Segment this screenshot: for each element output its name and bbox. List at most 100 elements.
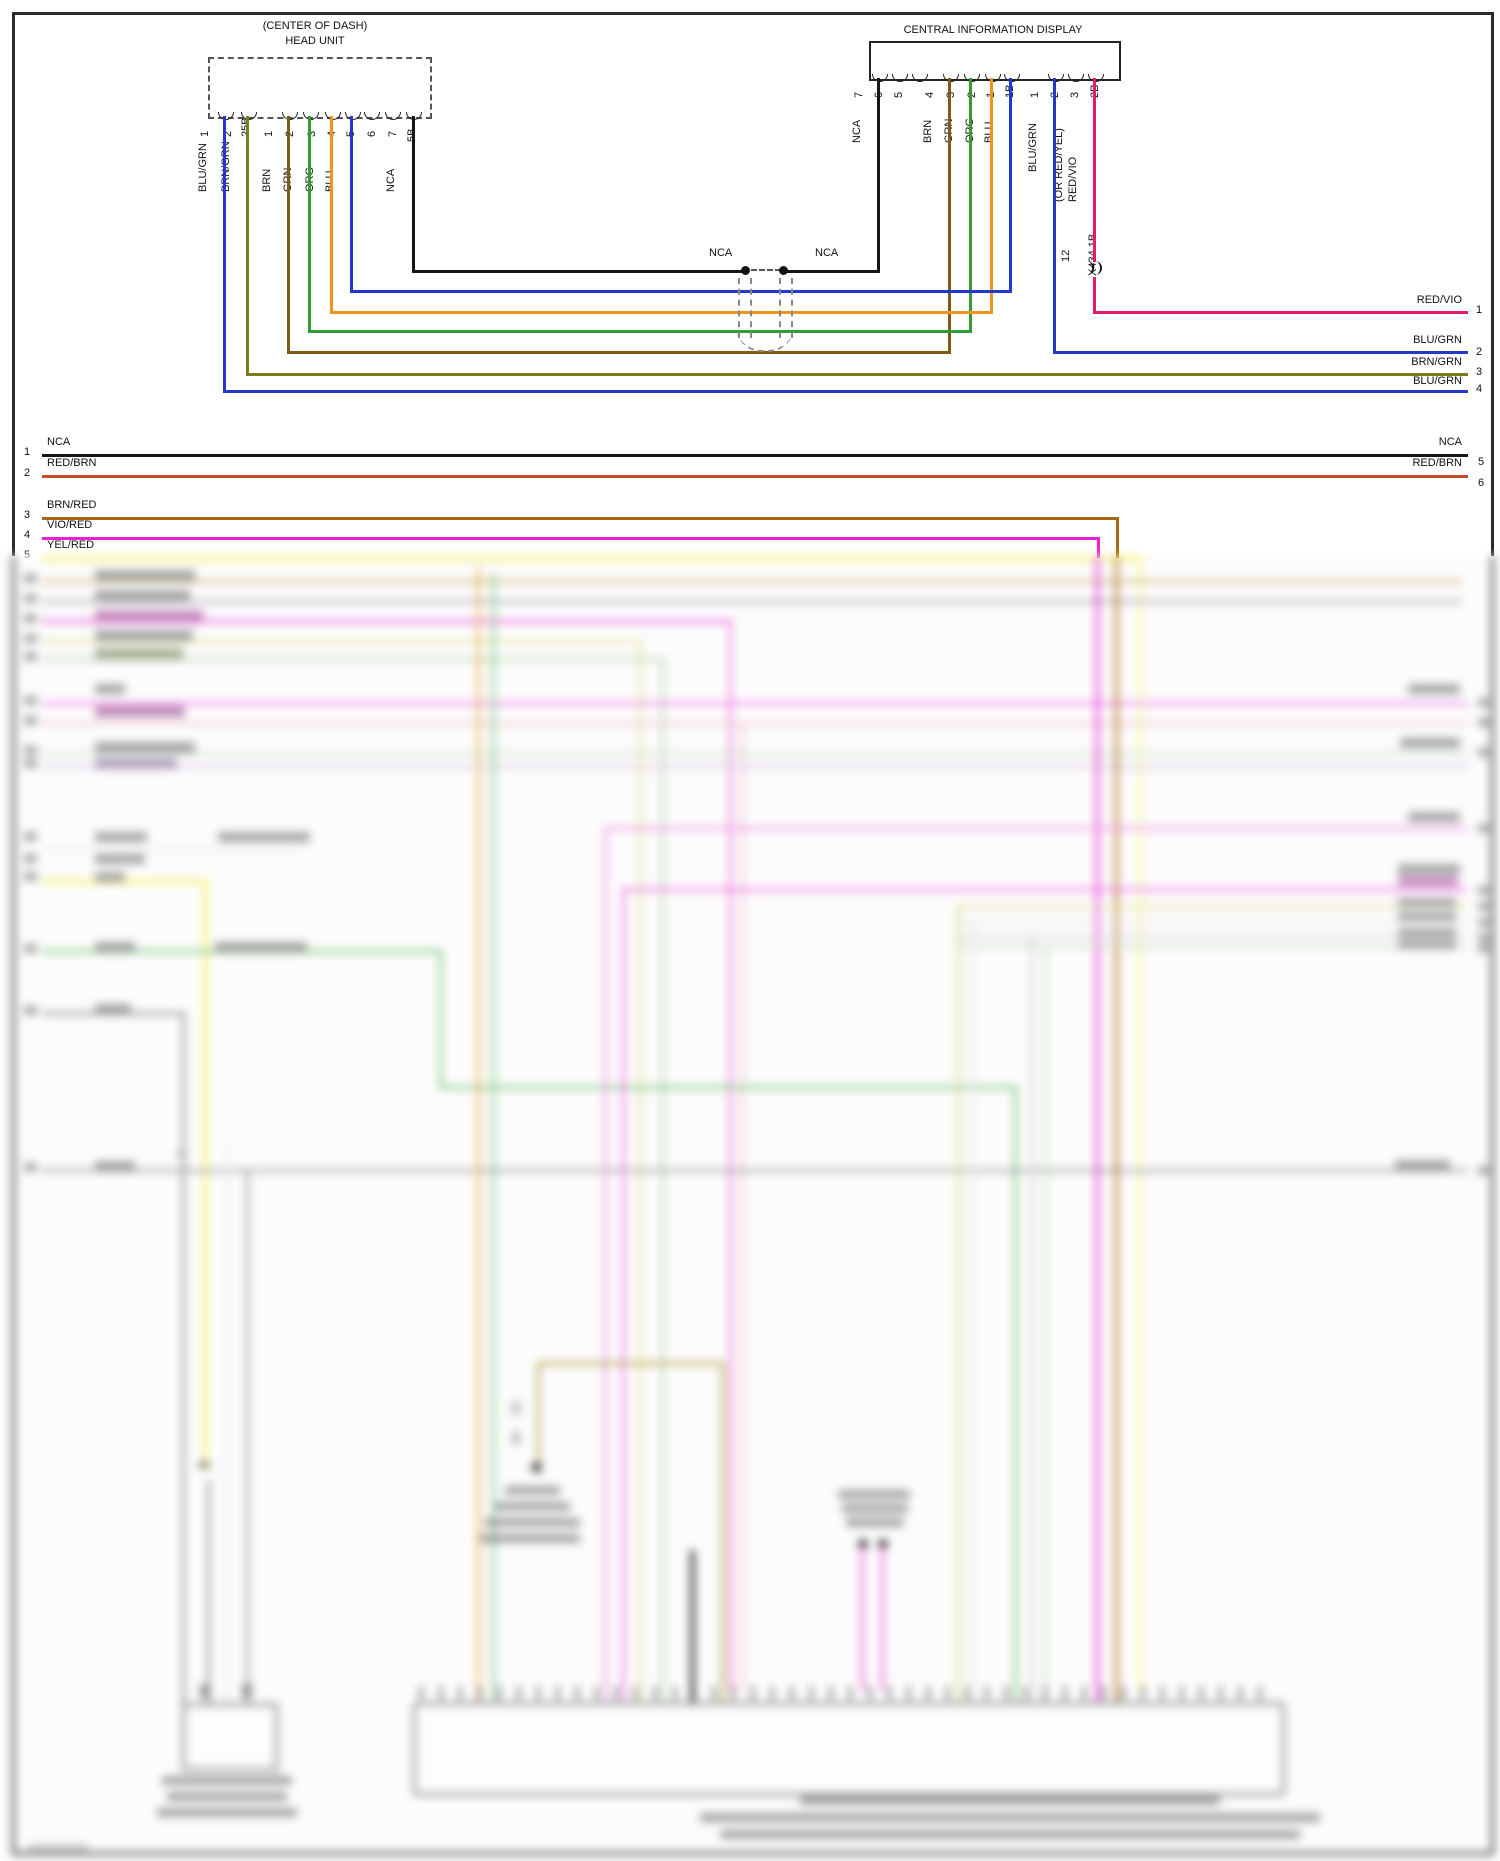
wire-brnred-row — [1116, 517, 1119, 558]
blurred-junction-dot — [858, 1539, 868, 1549]
shield-boundary — [750, 278, 752, 338]
row-label: NCA — [47, 436, 71, 448]
blurred-row-label — [1398, 864, 1460, 874]
blurred-text — [842, 1504, 908, 1513]
wire-blugrn-2b — [1053, 351, 1468, 354]
wire-brngrn — [246, 116, 249, 375]
wire-label: RED/VIO — [1067, 156, 1079, 202]
row-label: BRN/RED — [47, 499, 97, 511]
wire-redvio — [1093, 311, 1468, 314]
blurred-wire — [492, 573, 495, 1702]
blurred-row-label — [95, 684, 125, 694]
blurred-row-number — [24, 652, 37, 661]
wire-viored-row — [42, 537, 1100, 540]
wire-viored-row — [1097, 537, 1100, 558]
wire-grn — [308, 330, 972, 333]
wire-nca — [412, 270, 746, 273]
row-number: 4 — [24, 529, 31, 541]
blurred-junction-dot — [531, 1462, 542, 1473]
wire-blugrn-2b — [1053, 78, 1056, 354]
blurred-wire — [604, 827, 1467, 830]
blurred-row-number — [24, 832, 37, 841]
blurred-wire — [207, 1480, 210, 1703]
blurred-row-label — [95, 742, 195, 753]
blurred-row-number — [1478, 698, 1489, 707]
blurred-caption — [157, 1808, 297, 1817]
blurred-wire — [622, 888, 625, 1702]
blurred-row-number — [24, 594, 37, 603]
wire-blu — [1009, 78, 1012, 293]
blurred-row-label — [95, 872, 125, 882]
right-stub-pin: 4 — [1476, 383, 1483, 395]
row-label: VIO/RED — [47, 519, 93, 531]
cid-pin-number: 3 — [1069, 91, 1081, 98]
wire-brn — [948, 78, 951, 354]
blurred-text — [838, 1490, 910, 1499]
wire-label: BRN/GRN — [220, 141, 232, 192]
blurred-row-number — [1478, 886, 1489, 895]
blurred-connector-mark — [176, 1152, 186, 1156]
row-number: 2 — [24, 467, 31, 479]
blurred-wire — [42, 557, 1142, 560]
blurred-wire — [42, 1169, 1468, 1172]
shield-boundary-curve — [736, 326, 794, 352]
blurred-row-label — [95, 1004, 131, 1014]
blurred-wire — [42, 600, 1462, 603]
blurred-wire — [1031, 935, 1034, 1702]
hu-pin-number: 1 — [263, 130, 275, 137]
wire-org — [330, 116, 333, 314]
blurred-wire — [439, 1086, 1017, 1089]
blurred-row-number — [1478, 718, 1489, 727]
blurred-row-label — [1398, 876, 1458, 886]
row-number: 1 — [24, 446, 31, 458]
blurred-row-number — [1478, 944, 1489, 953]
inline-connector-pin: 12 — [1060, 249, 1072, 262]
blurred-wire — [604, 827, 607, 1702]
hu-pin-number: 2 — [284, 130, 296, 137]
blurred-wire — [955, 935, 1467, 938]
blurred-wire — [690, 1550, 695, 1702]
blurred-wire-loop — [721, 1362, 724, 1702]
row-label-right: RED/BRN — [1412, 457, 1462, 469]
blurred-text — [846, 1518, 904, 1527]
blurred-row-number — [24, 872, 37, 881]
head-unit-title-line1: (CENTER OF DASH) — [262, 20, 368, 32]
blurred-row-label — [1398, 940, 1456, 949]
blurred-wire — [42, 620, 732, 623]
frame-right-blur — [1491, 556, 1494, 1855]
blurred-row-label — [95, 942, 135, 952]
frame-right — [1491, 12, 1494, 556]
head-unit-title: HEAD UNIT — [285, 35, 345, 47]
blurred-wire — [661, 658, 664, 1702]
wire-brngrn — [246, 373, 1468, 376]
cid-pin-number: 4 — [924, 91, 936, 98]
blurred-caption — [167, 1792, 287, 1801]
blurred-row-label — [1408, 684, 1460, 694]
wire-label: NCA — [385, 168, 397, 192]
blurred-row-number — [24, 574, 37, 583]
wire-label: BRN — [261, 168, 273, 192]
row-label: RED/BRN — [47, 457, 97, 469]
blurred-row-number — [24, 634, 37, 643]
blurred-wire — [477, 567, 480, 1702]
row-number: 5 — [24, 549, 31, 561]
blurred-wire — [957, 905, 960, 1702]
wire-nca — [877, 78, 880, 273]
blurred-row-number — [24, 716, 37, 725]
wire-nca — [782, 270, 880, 273]
shield-label-right: NCA — [815, 247, 839, 259]
blurred-row-number — [1478, 918, 1489, 927]
blurred-left-component — [182, 1703, 278, 1771]
blurred-row-number — [24, 854, 37, 863]
wire-nca — [412, 116, 415, 273]
shield-boundary — [779, 278, 781, 338]
blurred-row-label — [95, 570, 195, 581]
blurred-row-number — [1478, 748, 1489, 757]
blurred-wire — [971, 920, 974, 1702]
blurred-connector-mark — [198, 1462, 210, 1468]
blurred-row-number — [24, 746, 37, 755]
junction-dot — [741, 266, 750, 275]
right-stub-pin: 3 — [1476, 366, 1483, 378]
blurred-caption — [700, 1813, 1320, 1822]
blurred-row-label — [95, 758, 177, 769]
